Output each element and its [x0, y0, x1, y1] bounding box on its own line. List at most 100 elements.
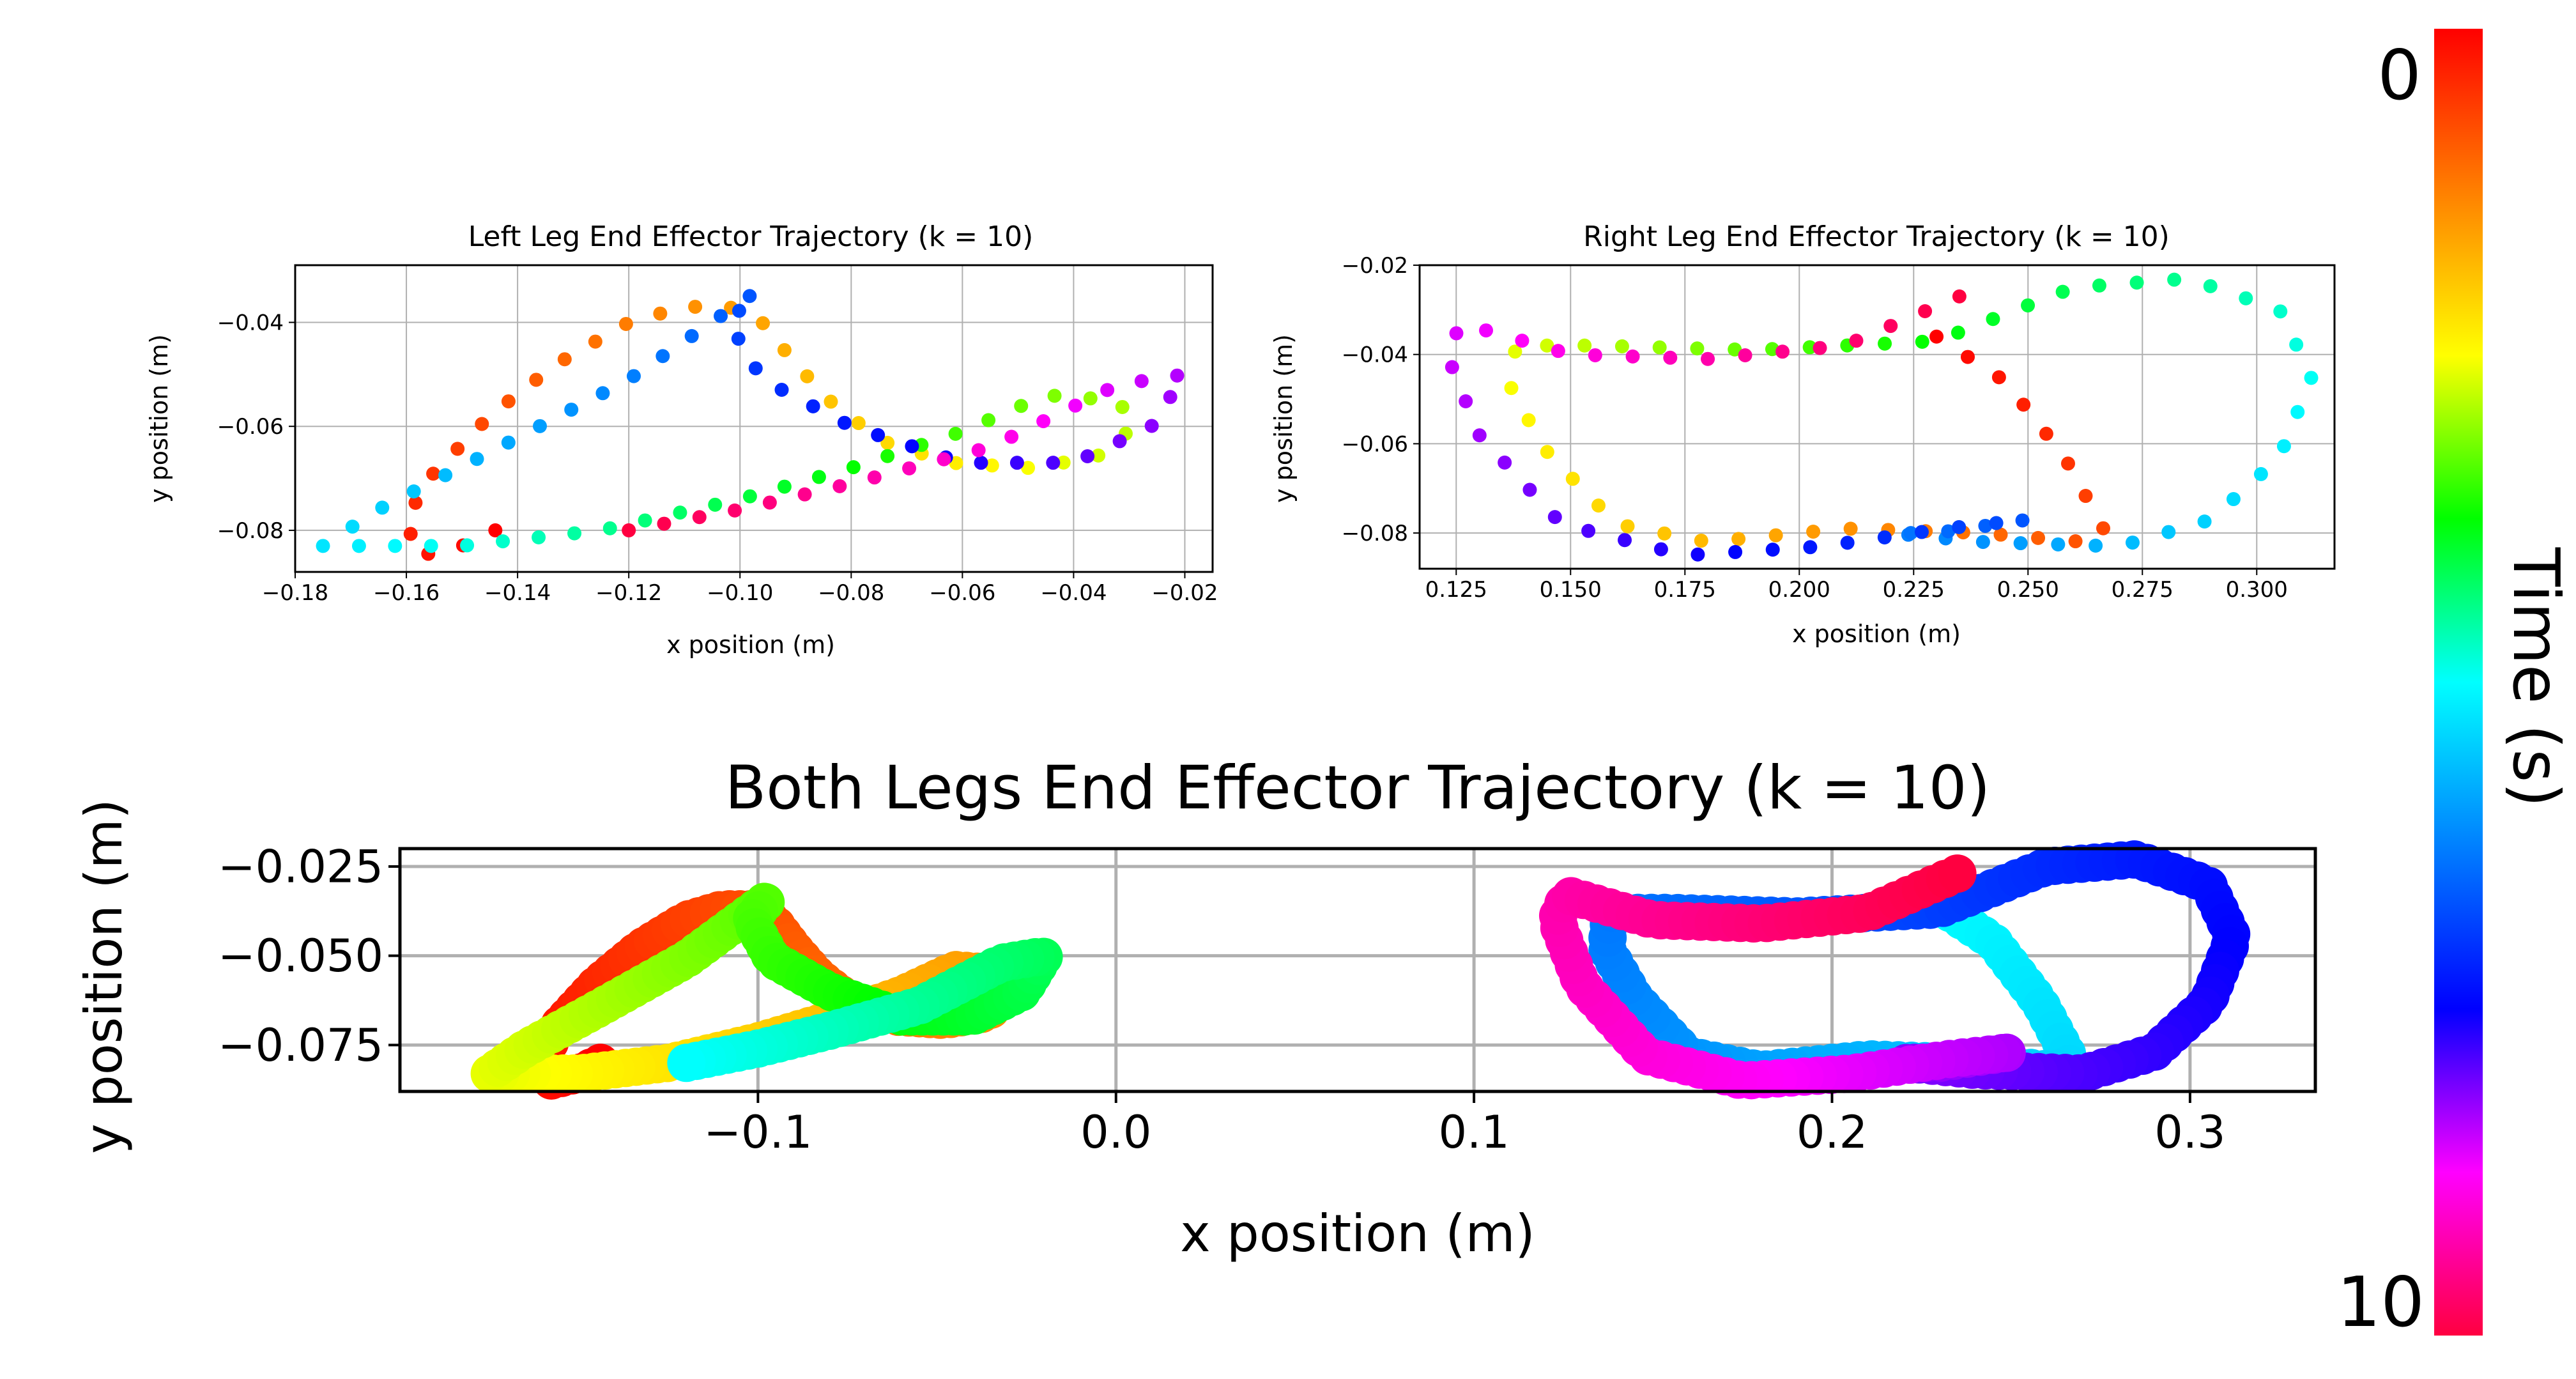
trajectory-point	[756, 316, 770, 330]
trajectory-point	[1806, 524, 1821, 539]
trajectory-point	[1915, 334, 1929, 349]
trajectory-point	[742, 289, 757, 304]
trajectory-point	[1459, 394, 1473, 408]
trajectory-point	[345, 520, 360, 534]
trajectory-point	[1047, 389, 1062, 403]
colorbar-label: Time (s)	[2499, 547, 2573, 808]
trajectory-point	[974, 456, 988, 470]
trajectory-point	[1989, 516, 2004, 530]
trajectory-point	[1849, 334, 1864, 348]
trajectory-point	[1014, 399, 1029, 413]
x-tick-label: −0.18	[262, 580, 328, 606]
trajectory-point	[351, 539, 366, 553]
trajectory-point	[1731, 532, 1746, 546]
trajectory-point	[1091, 448, 1106, 463]
trajectory-point	[2197, 514, 2212, 529]
trajectory-point	[2055, 284, 2070, 299]
x-tick-label: 0.225	[1883, 577, 1945, 603]
trajectory-point	[1701, 351, 1715, 366]
trajectory-point	[762, 495, 777, 510]
left-y-label: y position (m)	[145, 334, 173, 503]
trajectory-point	[1768, 528, 1783, 543]
trajectory-point	[532, 530, 546, 544]
trajectory-point	[1498, 455, 1512, 470]
right-leg-chart: Right Leg End Effector Trajectory (k = 1…	[1269, 220, 2336, 648]
trajectory-point	[1009, 456, 1024, 470]
trajectory-point	[1472, 428, 1487, 443]
left-x-label: x position (m)	[666, 631, 835, 659]
trajectory-point	[1080, 449, 1095, 463]
trajectory-point	[2089, 538, 2103, 553]
trajectory-point	[1540, 338, 1554, 353]
both-chart-title: Both Legs End Effector Trajectory (k = 1…	[725, 753, 1990, 823]
trajectory-point	[1521, 413, 1536, 428]
x-tick-label: −0.06	[929, 580, 995, 606]
trajectory-point	[2289, 337, 2304, 352]
trajectory-point	[426, 466, 441, 481]
trajectory-point	[588, 334, 602, 349]
trajectory-point	[557, 352, 572, 367]
trajectory-point	[1515, 334, 1529, 348]
trajectory-point	[2078, 489, 2093, 504]
x-tick-label: −0.16	[373, 580, 440, 606]
trajectory-point	[618, 316, 633, 331]
trajectory-point	[1991, 370, 2006, 385]
x-tick-label: 0.250	[1997, 577, 2059, 603]
trajectory-point	[1663, 350, 1678, 365]
trajectory-point	[732, 304, 746, 318]
trajectory-point	[1690, 547, 1705, 562]
trajectory-point	[388, 539, 402, 553]
trajectory-point	[777, 343, 792, 357]
trajectory-point	[1883, 319, 1898, 334]
trajectory-point	[403, 527, 418, 541]
trajectory-point	[684, 328, 699, 343]
trajectory-point	[1577, 338, 1592, 353]
trajectory-point	[2039, 426, 2053, 441]
trajectory-point	[1993, 527, 2008, 542]
trajectory-point	[1588, 348, 1602, 362]
trajectory-point	[1083, 391, 1098, 406]
left-grid	[295, 265, 1213, 572]
trajectory-point	[1449, 326, 1464, 341]
colorbar-tick-top: 0	[2377, 36, 2421, 116]
y-tick-label: −0.06	[217, 414, 284, 440]
trajectory-point	[1728, 342, 1742, 357]
both-ticks: −0.1 0.0 0.1 0.2 0.3 −0.025 −0.050 −0.075	[218, 840, 2226, 1159]
trajectory-point	[470, 452, 484, 466]
trajectory-point	[438, 468, 453, 482]
trajectory-point	[1144, 419, 1159, 433]
x-tick-label: 0.175	[1654, 577, 1716, 603]
trajectory-point	[1738, 348, 1752, 362]
trajectory-point	[316, 539, 330, 553]
trajectory-point	[1840, 535, 1855, 550]
trajectory-point	[948, 426, 963, 441]
trajectory-point	[488, 523, 503, 537]
trajectory-point	[1690, 341, 1705, 356]
trajectory-point	[450, 442, 465, 456]
y-tick-label: −0.025	[218, 840, 383, 893]
trajectory-point	[673, 505, 687, 520]
trajectory-point	[1522, 482, 1537, 497]
right-y-label: y position (m)	[1269, 334, 1298, 503]
both-x-label: x position (m)	[1180, 1204, 1535, 1263]
trajectory-point	[1903, 526, 1918, 541]
x-tick-label: −0.12	[595, 580, 662, 606]
trajectory-point	[867, 470, 882, 485]
trajectory-point	[1551, 344, 1565, 358]
trajectory-point	[728, 503, 742, 518]
left-ticks: −0.18 −0.16 −0.14 −0.12 −0.10 −0.08 −0.06 −0.04…	[217, 310, 1218, 606]
both-plot-frame	[398, 847, 2317, 1093]
trajectory-point	[2129, 275, 2144, 290]
trajectory-point	[1802, 340, 1817, 355]
trajectory-point	[1938, 854, 1977, 893]
trajectory-point	[2203, 279, 2218, 293]
y-tick-label: −0.04	[1342, 343, 1408, 368]
trajectory-point	[1877, 530, 1892, 544]
left-leg-chart: Left Leg End Effector Trajectory (k = 10…	[145, 220, 1218, 659]
x-tick-label: 0.1	[1438, 1106, 1509, 1159]
trajectory-point	[2015, 513, 2030, 528]
trajectory-point	[2092, 278, 2106, 293]
trajectory-point	[797, 487, 812, 502]
x-tick-label: −0.10	[707, 580, 773, 606]
trajectory-point	[1952, 289, 1966, 304]
